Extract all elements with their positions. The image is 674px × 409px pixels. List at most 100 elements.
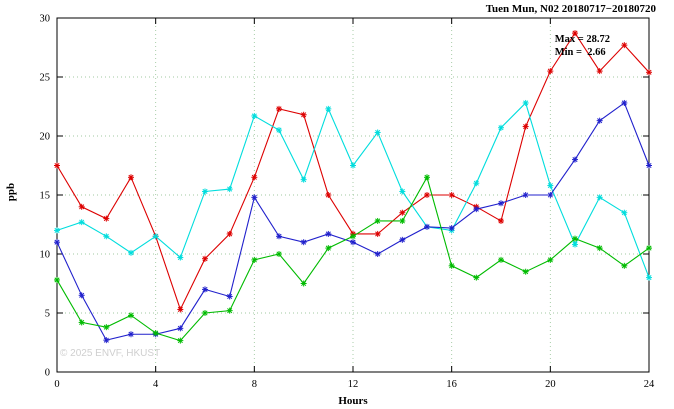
- marker-blue: [523, 192, 529, 198]
- watermark: © 2025 ENVF, HKUST: [60, 348, 161, 359]
- marker-blue: [54, 239, 60, 245]
- marker-blue: [572, 157, 578, 163]
- marker-blue: [251, 194, 257, 200]
- marker-cyan: [202, 188, 208, 195]
- marker-cyan: [103, 233, 109, 239]
- y-tick-label: 25: [40, 73, 51, 84]
- annotation-max: Max = 28.72: [554, 34, 610, 45]
- marker-blue: [202, 286, 208, 292]
- marker-blue: [301, 239, 307, 245]
- marker-green: [227, 308, 233, 314]
- marker-blue: [646, 162, 652, 169]
- marker-green: [375, 218, 381, 224]
- y-tick-label: 15: [40, 191, 51, 202]
- marker-green: [251, 257, 257, 263]
- marker-cyan: [325, 106, 331, 112]
- marker-cyan: [79, 219, 85, 225]
- marker-blue: [79, 292, 85, 298]
- marker-cyan: [276, 127, 282, 133]
- marker-cyan: [177, 254, 183, 261]
- marker-green: [597, 245, 603, 251]
- maxmin-annotation: Max = 28.72 Min = 2.66: [555, 33, 610, 59]
- annotation-min: Min = 2.66: [554, 47, 606, 58]
- y-tick-label: 30: [40, 14, 51, 25]
- marker-red: [227, 231, 233, 237]
- x-tick-label: 24: [644, 379, 655, 390]
- x-tick-label: 4: [153, 379, 159, 390]
- marker-green: [646, 245, 652, 251]
- marker-red: [54, 162, 60, 169]
- marker-blue: [424, 224, 430, 230]
- y-tick-label: 5: [45, 309, 50, 320]
- marker-red: [597, 68, 603, 74]
- marker-green: [301, 280, 307, 287]
- marker-cyan: [375, 129, 381, 136]
- marker-cyan: [251, 113, 257, 119]
- marker-red: [128, 174, 134, 180]
- marker-green: [350, 233, 356, 239]
- x-tick-label: 12: [348, 379, 359, 390]
- marker-red: [177, 306, 183, 313]
- marker-red: [251, 174, 257, 180]
- marker-red: [399, 210, 405, 216]
- marker-red: [621, 42, 627, 48]
- marker-blue: [621, 100, 627, 106]
- marker-green: [202, 310, 208, 316]
- marker-blue: [449, 225, 455, 231]
- x-tick-label: 0: [54, 379, 59, 390]
- marker-green: [572, 236, 578, 242]
- marker-cyan: [301, 177, 307, 183]
- y-tick-label: 0: [45, 368, 50, 379]
- x-tick-label: 8: [252, 379, 257, 390]
- marker-red: [276, 106, 282, 112]
- marker-red: [325, 192, 331, 198]
- marker-red: [523, 124, 529, 130]
- marker-cyan: [597, 194, 603, 200]
- marker-green: [79, 319, 85, 325]
- marker-green: [276, 251, 282, 257]
- marker-blue: [325, 231, 331, 237]
- marker-cyan: [473, 180, 479, 186]
- marker-blue: [227, 293, 233, 300]
- marker-blue: [103, 337, 109, 343]
- marker-green: [325, 245, 331, 251]
- marker-cyan: [227, 186, 233, 192]
- marker-green: [547, 257, 553, 263]
- marker-green: [177, 338, 183, 344]
- x-tick-label: 20: [545, 379, 556, 390]
- y-axis-label: ppb: [5, 182, 17, 202]
- marker-cyan: [128, 250, 134, 256]
- marker-cyan: [54, 227, 60, 233]
- marker-green: [103, 324, 109, 330]
- marker-blue: [473, 206, 479, 212]
- marker-cyan: [399, 188, 405, 195]
- marker-green: [473, 275, 479, 281]
- marker-red: [103, 216, 109, 222]
- marker-red: [646, 69, 652, 75]
- marker-green: [498, 257, 504, 263]
- marker-red: [375, 231, 381, 237]
- x-tick-label: 16: [446, 379, 457, 390]
- marker-green: [128, 312, 134, 318]
- marker-blue: [399, 237, 405, 243]
- y-tick-label: 10: [40, 250, 51, 261]
- marker-blue: [498, 200, 504, 206]
- marker-green: [399, 218, 405, 224]
- marker-blue: [375, 251, 381, 257]
- marker-red: [547, 68, 553, 74]
- x-axis-label: Hours: [338, 395, 368, 407]
- chart-title: Tuen Mun, N02 20180717−20180720: [485, 3, 656, 15]
- marker-cyan: [646, 275, 652, 281]
- marker-green: [621, 263, 627, 269]
- marker-blue: [128, 331, 134, 337]
- marker-green: [449, 263, 455, 269]
- marker-blue: [276, 233, 282, 239]
- marker-green: [54, 277, 60, 283]
- marker-blue: [350, 239, 356, 245]
- marker-green: [153, 330, 159, 336]
- marker-blue: [597, 118, 603, 124]
- marker-cyan: [547, 183, 553, 189]
- marker-red: [424, 192, 430, 198]
